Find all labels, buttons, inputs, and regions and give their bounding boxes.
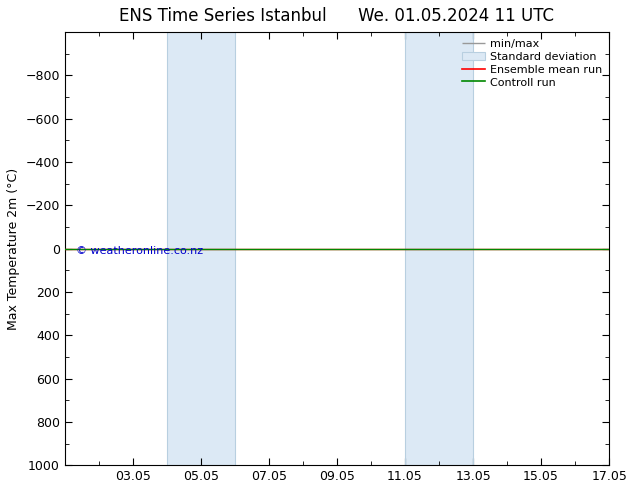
- Bar: [167, 32, 235, 465]
- Y-axis label: Max Temperature 2m (°C): Max Temperature 2m (°C): [7, 168, 20, 330]
- Bar: [405, 32, 473, 465]
- Legend: min/max, Standard deviation, Ensemble mean run, Controll run: min/max, Standard deviation, Ensemble me…: [458, 34, 607, 92]
- Title: ENS Time Series Istanbul      We. 01.05.2024 11 UTC: ENS Time Series Istanbul We. 01.05.2024 …: [119, 7, 555, 25]
- Text: © weatheronline.co.nz: © weatheronline.co.nz: [75, 246, 203, 256]
